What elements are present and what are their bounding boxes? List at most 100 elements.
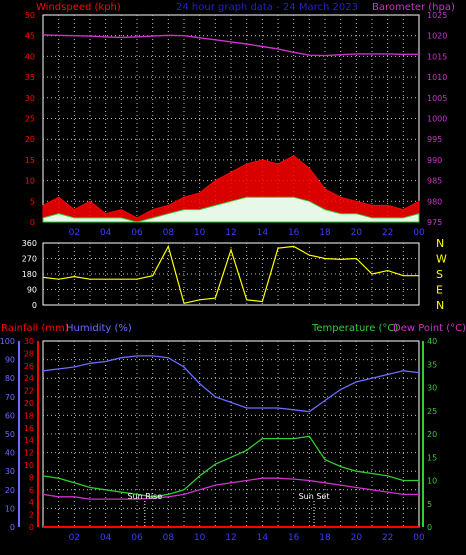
- windspeed-tick-label: 10: [25, 177, 35, 186]
- barometer-tick-label: 985: [427, 177, 442, 186]
- direction-tick-label: 360: [22, 239, 37, 248]
- compass-label: W: [436, 253, 447, 266]
- direction-tick-label: 180: [22, 270, 37, 279]
- barometer-axis-label: Barometer (hpa): [372, 2, 455, 13]
- direction-tick-label: 270: [22, 255, 37, 264]
- wind-panel-time-tick-label: 02: [69, 228, 80, 238]
- temp-panel-time-tick-label: 06: [131, 533, 143, 543]
- rainfall-tick-label: 28: [24, 349, 34, 358]
- rainfall-axis-label: Rainfall (mm): [1, 323, 69, 334]
- humidity-tick-label: 40: [5, 449, 15, 458]
- temperature-tick-label: 0: [427, 523, 432, 532]
- humidity-tick-label: 0: [10, 523, 15, 532]
- humidity-axis-label: Humidity (%): [66, 323, 132, 334]
- barometer-tick-label: 1020: [427, 32, 447, 41]
- humidity-tick-label: 30: [5, 467, 15, 476]
- windspeed-tick-label: 50: [25, 11, 35, 20]
- rainfall-tick-label: 4: [29, 498, 34, 507]
- windspeed-tick-label: 15: [25, 156, 35, 165]
- temperature-tick-label: 5: [427, 500, 432, 509]
- rainfall-tick-label: 2: [29, 511, 34, 520]
- humidity-tick-label: 90: [5, 356, 15, 365]
- barometer-tick-label: 1025: [427, 11, 447, 20]
- windspeed-tick-label: 5: [30, 197, 35, 206]
- windspeed-tick-label: 20: [25, 135, 35, 144]
- wind-panel-time-tick-label: 16: [288, 228, 300, 238]
- rainfall-tick-label: 12: [24, 449, 34, 458]
- temperature-axis-label: Temperature (°C): [311, 323, 398, 334]
- temp-panel-time-tick-label: 18: [319, 533, 331, 543]
- barometer-tick-label: 990: [427, 156, 442, 165]
- temperature-tick-label: 30: [427, 384, 437, 393]
- temperature-tick-label: 10: [427, 477, 437, 486]
- dewpoint-axis-label: Dew Point (°C): [393, 323, 466, 334]
- humidity-tick-label: 70: [5, 393, 15, 402]
- temp-panel-time-tick-label: 22: [382, 533, 393, 543]
- windspeed-tick-label: 25: [25, 115, 35, 124]
- rainfall-tick-label: 24: [24, 374, 34, 383]
- windspeed-tick-label: 35: [25, 73, 35, 82]
- windspeed-tick-label: 30: [25, 94, 35, 103]
- humidity-tick-label: 80: [5, 374, 15, 383]
- rainfall-tick-label: 6: [29, 486, 34, 495]
- barometer-tick-label: 1010: [427, 73, 447, 82]
- dew-point-line: [42, 477, 419, 500]
- rainfall-tick-label: 8: [29, 473, 34, 482]
- temperature-tick-label: 25: [427, 407, 437, 416]
- wind-panel-time-tick-label: 22: [382, 228, 393, 238]
- wind-direction-line: [42, 244, 419, 305]
- temp-panel-time-tick-label: 02: [69, 533, 80, 543]
- temp-panel-time-tick-label: 12: [225, 533, 236, 543]
- temperature-tick-label: 35: [427, 360, 437, 369]
- humidity-tick-label: 10: [5, 504, 15, 513]
- chart-title: 24 hour graph data - 24 March 2023: [176, 2, 358, 13]
- rainfall-tick-label: 22: [24, 387, 34, 396]
- temp-panel-time-tick-label: 14: [257, 533, 269, 543]
- rainfall-tick-label: 16: [24, 424, 34, 433]
- wind-panel-time-tick-label: 12: [225, 228, 236, 238]
- temp-panel-time-tick-label: 20: [351, 533, 363, 543]
- humidity-tick-label: 100: [0, 337, 15, 346]
- humidity-tick-label: 20: [5, 486, 15, 495]
- barometer-tick-label: 1015: [427, 52, 447, 61]
- compass-label: N: [436, 237, 444, 250]
- temperature-line: [42, 435, 419, 498]
- wind-panel-time-tick-label: 14: [257, 228, 269, 238]
- compass-label: N: [436, 299, 444, 312]
- barometer-tick-label: 980: [427, 197, 442, 206]
- rainfall-tick-label: 0: [29, 523, 34, 532]
- windspeed-tick-label: 40: [25, 52, 35, 61]
- direction-tick-label: 90: [27, 286, 37, 295]
- sun-marker-label: Sun Set: [299, 492, 330, 501]
- direction-tick-label: 0: [32, 301, 37, 310]
- rainfall-tick-label: 30: [24, 337, 34, 346]
- compass-label: S: [436, 268, 443, 281]
- temp-panel-time-tick-label: 08: [163, 533, 175, 543]
- wind-panel-time-tick-label: 08: [163, 228, 175, 238]
- humidity-tick-label: 60: [5, 411, 15, 420]
- rainfall-tick-label: 20: [24, 399, 34, 408]
- compass-label: E: [436, 284, 443, 297]
- rainfall-tick-label: 14: [24, 436, 34, 445]
- sun-marker-label: Sun Rise: [128, 492, 163, 501]
- barometer-tick-label: 975: [427, 218, 442, 227]
- humidity-tick-label: 50: [5, 430, 15, 439]
- rainfall-tick-label: 10: [24, 461, 34, 470]
- windspeed-tick-label: 0: [30, 218, 35, 227]
- rainfall-tick-label: 18: [24, 411, 34, 420]
- humidity-line: [42, 355, 420, 413]
- wind-panel-time-tick-label: 18: [319, 228, 331, 238]
- barometer-line: [42, 34, 419, 57]
- windspeed-tick-label: 45: [25, 32, 35, 41]
- wind-panel-time-tick-label: 20: [351, 228, 363, 238]
- wind-gust-area: [42, 155, 420, 223]
- barometer-tick-label: 1005: [427, 94, 447, 103]
- temperature-tick-label: 20: [427, 430, 437, 439]
- wind-panel-time-tick-label: 00: [413, 228, 425, 238]
- temp-panel-time-tick-label: 00: [413, 533, 425, 543]
- wind-panel-time-tick-label: 04: [100, 228, 112, 238]
- barometer-tick-label: 995: [427, 135, 442, 144]
- temp-panel-time-tick-label: 04: [100, 533, 112, 543]
- rainfall-tick-label: 26: [24, 362, 34, 371]
